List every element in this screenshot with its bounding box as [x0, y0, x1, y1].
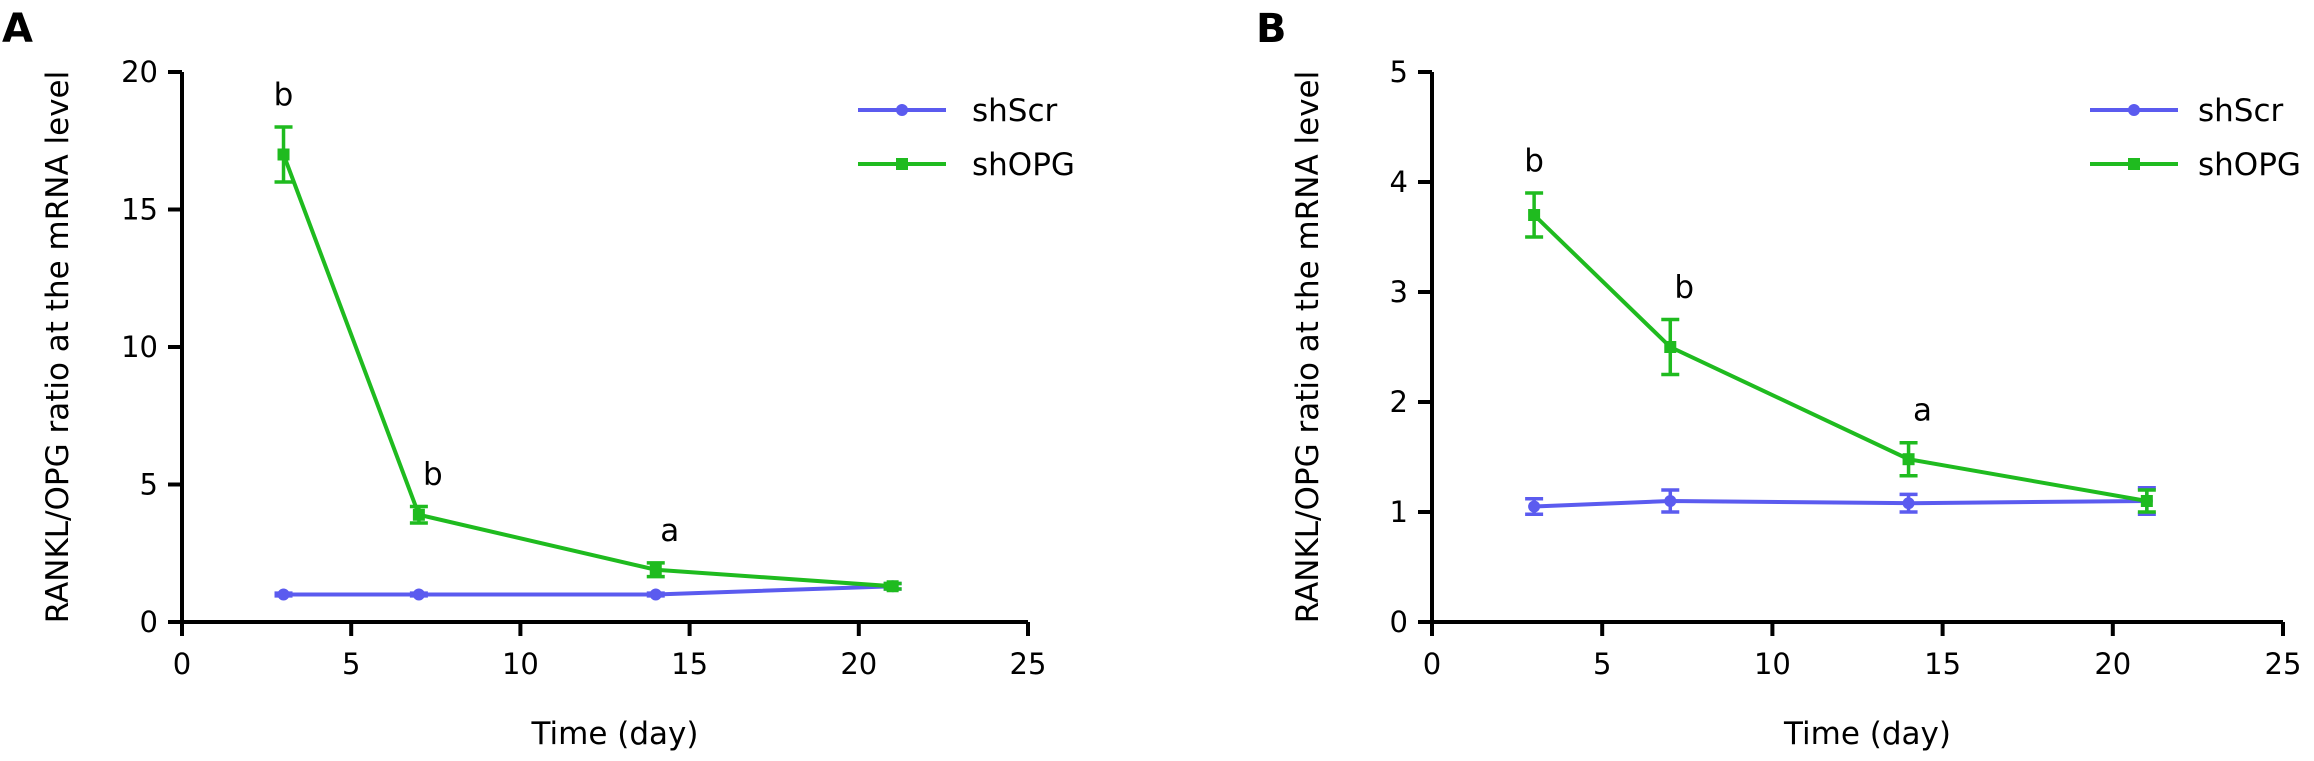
x-tick-label: 25 [1010, 647, 1047, 681]
x-tick-label: 10 [1754, 647, 1791, 681]
legend-item-shscr: shScr [2090, 93, 2284, 129]
x-tick-label: 5 [342, 647, 360, 681]
series-line [283, 584, 893, 597]
panel-label: A [2, 6, 33, 52]
series-shscr [1525, 486, 2156, 516]
data-point [649, 563, 662, 576]
legend-marker [896, 104, 908, 116]
legend-label: shScr [2198, 93, 2284, 129]
legend-item-shscr: shScr [858, 93, 1058, 129]
series-shopg [1525, 191, 2156, 514]
significance-label: b [423, 457, 443, 493]
y-tick-label: 15 [121, 193, 158, 227]
x-tick-label: 15 [1924, 647, 1961, 681]
data-point [412, 588, 425, 601]
legend-label: shOPG [972, 147, 1075, 183]
significance-label: a [660, 513, 679, 549]
series-line [281, 153, 893, 589]
y-tick-label: 5 [140, 468, 158, 502]
y-tick-label: 0 [140, 605, 158, 639]
significance-label: a [1913, 393, 1932, 429]
data-point [649, 588, 662, 601]
y-tick-label: 10 [121, 330, 158, 364]
data-point [1664, 495, 1677, 507]
data-point [1528, 209, 1541, 221]
significance-label: b [1524, 143, 1544, 179]
y-tick-label: 0 [1390, 605, 1408, 639]
data-point [277, 148, 290, 161]
data-point [1664, 341, 1677, 353]
series-shopg [274, 125, 902, 593]
data-point [2140, 495, 2153, 507]
data-point [1902, 497, 1915, 510]
series-line [1532, 213, 2148, 503]
x-tick-label: 10 [502, 647, 539, 681]
y-axis-label: RANKL/OPG ratio at the mRNA level [40, 71, 76, 623]
legend-item-shopg: shOPG [2090, 147, 2301, 183]
x-tick-label: 20 [2094, 647, 2131, 681]
y-axis-label: RANKL/OPG ratio at the mRNA level [1290, 71, 1326, 623]
data-point [1902, 453, 1915, 466]
data-point [277, 588, 290, 601]
series-line [1534, 498, 2147, 509]
legend-label: shScr [972, 93, 1058, 129]
data-point [412, 508, 425, 521]
x-tick-label: 15 [671, 647, 708, 681]
legend-label: shOPG [2198, 147, 2301, 183]
chart-panel-b: B 0 1 2 3 4 5 0 5 10 15 20 25 Time (day) RANKL/OPG rat… [1256, 6, 2301, 752]
significance-label: b [1674, 270, 1694, 306]
series-shscr [274, 580, 902, 601]
x-axis-label: Time (day) [531, 716, 699, 752]
legend-marker [896, 158, 908, 170]
x-tick-label: 5 [1593, 647, 1611, 681]
x-tick-label: 25 [2265, 647, 2302, 681]
y-tick-label: 5 [1390, 55, 1408, 89]
data-point [886, 580, 899, 593]
legend-marker [2128, 158, 2140, 170]
y-tick-label: 2 [1390, 385, 1408, 419]
legend-item-shopg: shOPG [858, 147, 1075, 183]
y-tick-label: 3 [1390, 275, 1408, 309]
x-tick-label: 20 [840, 647, 877, 681]
y-tick-label: 20 [121, 55, 158, 89]
data-point [1528, 500, 1541, 513]
y-tick-label: 4 [1390, 165, 1408, 199]
legend-marker [2128, 104, 2140, 116]
panel-label: B [1256, 6, 1287, 52]
x-tick-label: 0 [1423, 647, 1441, 681]
significance-label: b [274, 77, 294, 113]
x-axis-label: Time (day) [1783, 716, 1951, 752]
chart-panel-a: A 0 5 10 15 20 0 5 10 15 20 25 Time (day) RANKL/OPG r… [2, 6, 1075, 752]
x-tick-label: 0 [173, 647, 191, 681]
y-tick-label: 1 [1390, 495, 1408, 529]
